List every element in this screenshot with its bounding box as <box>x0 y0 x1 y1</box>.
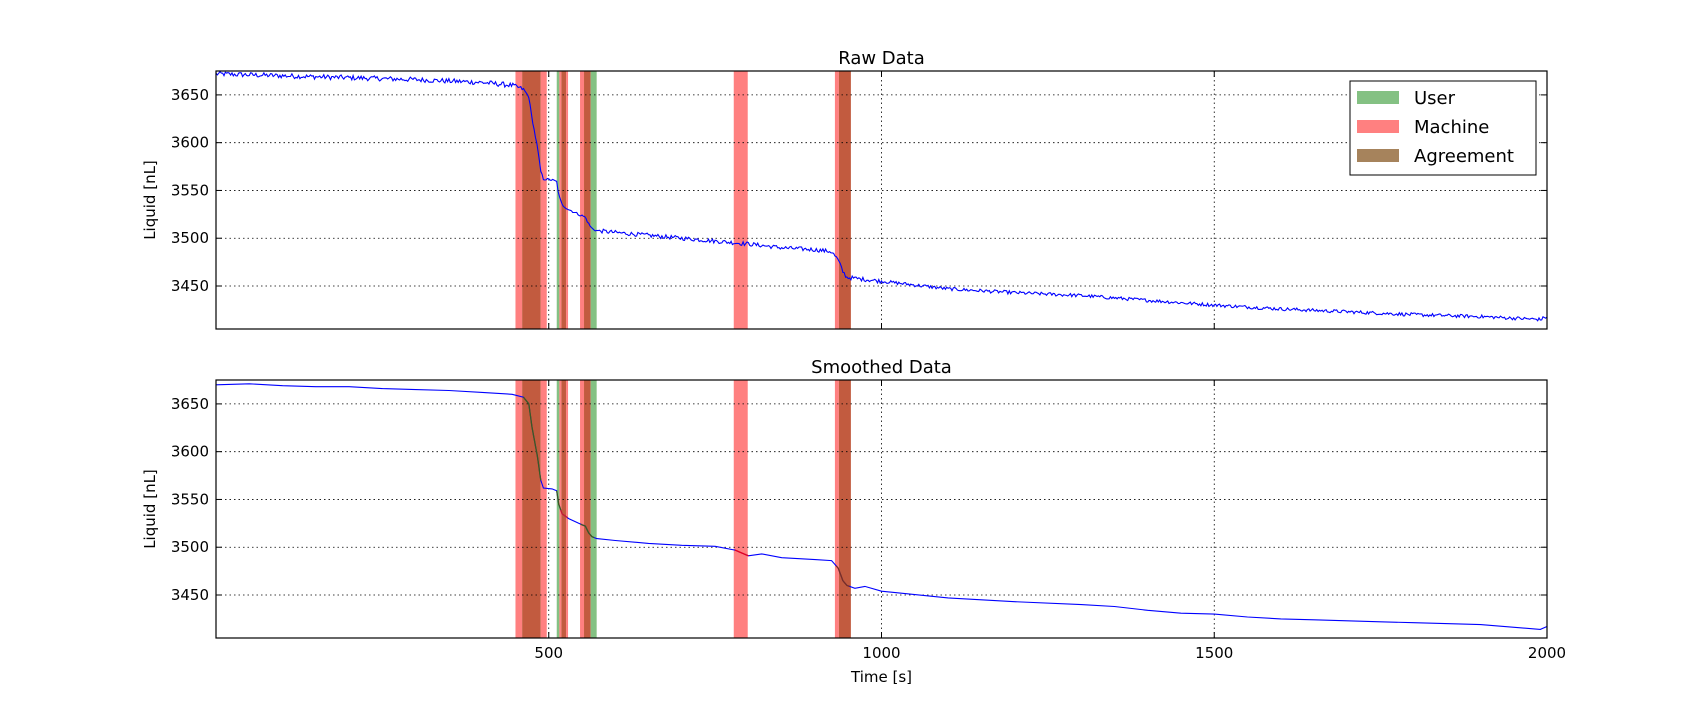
legend-label-machine: Machine <box>1414 117 1489 138</box>
smoothed-band-machine-6 <box>566 380 569 638</box>
smoothed-data-panel: 500 1000 1500 2000 3450 3500 3550 3600 3650 Smoot… <box>141 357 1566 686</box>
smoothed-highlight-segment-2 <box>560 509 568 519</box>
smoothed-band-agreement-8 <box>584 380 591 638</box>
raw-y-axis-label: Liquid [nL] <box>141 160 159 240</box>
smoothed-ytick-label-1: 3500 <box>171 538 209 556</box>
raw-band-agreement-1 <box>522 71 541 329</box>
raw-band-user-9 <box>590 71 597 329</box>
smoothed-ytick-label-4: 3650 <box>171 395 209 413</box>
smoothed-band-agreement-5 <box>561 380 567 638</box>
raw-band-machine-6 <box>566 71 569 329</box>
raw-band-machine-0 <box>515 71 523 329</box>
smoothed-highlight-segment-1 <box>556 490 562 511</box>
raw-data-panel: 3450 3500 3550 3600 3650 Raw Data Liquid [nL] U… <box>141 48 1548 330</box>
raw-band-agreement-12 <box>838 71 851 329</box>
smoothed-highlight-segment-5 <box>835 565 850 588</box>
raw-ytick-label-4: 3650 <box>171 86 209 104</box>
raw-ytick-label-2: 3550 <box>171 181 209 199</box>
raw-band-user-3 <box>556 71 560 329</box>
raw-axes-frame <box>215 70 1548 330</box>
raw-band-machine-10 <box>733 71 748 329</box>
legend-swatch-agreement <box>1357 149 1399 162</box>
raw-band-machine-7 <box>580 71 585 329</box>
smoothed-y-axis-label: Liquid [nL] <box>141 469 159 549</box>
smoothed-series-line <box>215 383 1548 630</box>
smoothed-chart-title: Smoothed Data <box>811 357 952 378</box>
smoothed-band-agreement-12 <box>838 380 851 638</box>
smoothed-highlight-segment-4 <box>734 549 749 557</box>
smoothed-highlight-segment-3 <box>580 523 595 539</box>
legend: User Machine Agreement <box>1349 80 1537 176</box>
smoothed-band-machine-11 <box>834 380 839 638</box>
smoothed-band-machine-2 <box>540 380 547 638</box>
legend-swatch-machine <box>1357 120 1399 133</box>
smoothed-axes-frame <box>215 379 1548 639</box>
legend-label-user: User <box>1414 88 1456 109</box>
smoothed-ytick-label-2: 3550 <box>171 490 209 508</box>
smoothed-ytick-label-0: 3450 <box>171 586 209 604</box>
smoothed-x-axis-label: Time [s] <box>850 668 912 686</box>
raw-ytick-label-0: 3450 <box>171 277 209 295</box>
smoothed-band-user-9 <box>590 380 597 638</box>
raw-chart-title: Raw Data <box>838 48 925 69</box>
smoothed-band-user-3 <box>556 380 560 638</box>
smoothed-xtick-label-3: 2000 <box>1528 644 1566 662</box>
legend-label-agreement: Agreement <box>1414 146 1514 167</box>
smoothed-ytick-label-3: 3600 <box>171 443 209 461</box>
smoothed-xtick-label-1: 1000 <box>862 644 900 662</box>
raw-band-machine-11 <box>834 71 839 329</box>
raw-series-line <box>215 70 1548 322</box>
smoothed-band-machine-10 <box>733 380 748 638</box>
smoothed-band-machine-7 <box>580 380 585 638</box>
raw-ytick-label-1: 3500 <box>171 229 209 247</box>
smoothed-xtick-label-0: 500 <box>534 644 563 662</box>
smoothed-highlight-segment-0 <box>522 396 542 481</box>
smoothed-xtick-label-2: 1500 <box>1195 644 1233 662</box>
legend-swatch-user <box>1357 91 1399 104</box>
raw-band-agreement-5 <box>561 71 567 329</box>
smoothed-band-machine-0 <box>515 380 523 638</box>
smoothed-band-agreement-1 <box>522 380 541 638</box>
raw-ytick-label-3: 3600 <box>171 134 209 152</box>
raw-band-agreement-8 <box>584 71 591 329</box>
raw-band-machine-2 <box>540 71 547 329</box>
